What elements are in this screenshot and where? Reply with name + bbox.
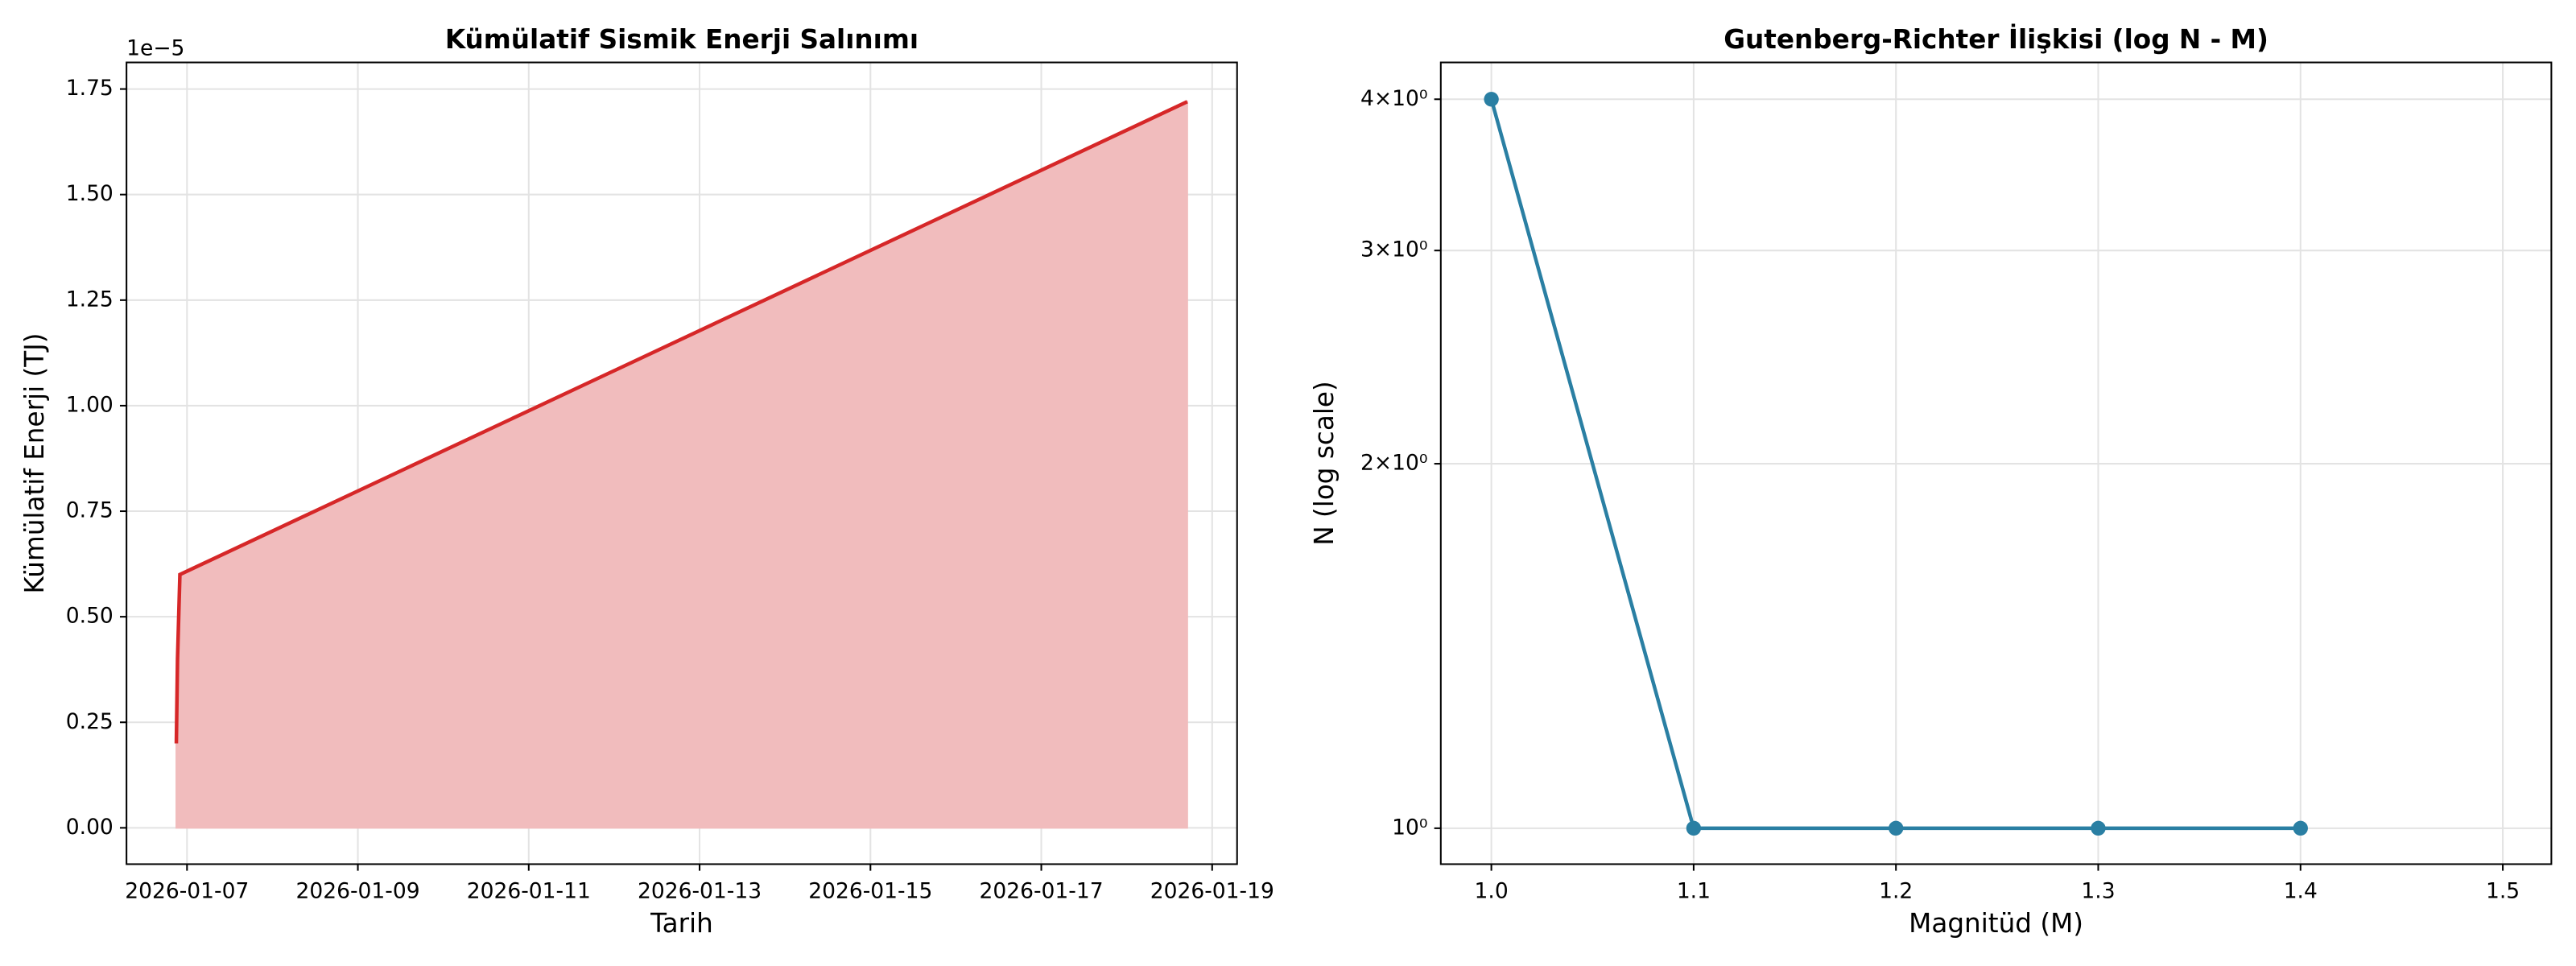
marker bbox=[2293, 820, 2308, 836]
marker bbox=[2091, 820, 2106, 836]
y-tick-label: 0.00 bbox=[66, 815, 114, 840]
marker bbox=[1889, 820, 1904, 836]
y-tick-label: 0.50 bbox=[66, 604, 114, 629]
y-axis-label: Kümülatif Enerji (TJ) bbox=[19, 332, 50, 593]
x-tick-label: 2026-01-13 bbox=[638, 879, 762, 904]
chart-title: Gutenberg-Richter İlişkisi (log N - M) bbox=[1724, 24, 2268, 55]
y-tick-label: 3×10⁰ bbox=[1360, 237, 1427, 262]
chart-title: Kümülatif Sismik Enerji Salınımı bbox=[445, 24, 919, 55]
marker bbox=[1484, 92, 1499, 107]
x-tick-label: 1.3 bbox=[2081, 879, 2115, 904]
y-tick-label: 0.75 bbox=[66, 498, 114, 523]
x-axis-label: Magnitüd (M) bbox=[1909, 908, 2083, 939]
x-tick-label: 2026-01-07 bbox=[125, 879, 249, 904]
x-tick-label: 2026-01-09 bbox=[296, 879, 420, 904]
x-tick-label: 2026-01-19 bbox=[1150, 879, 1274, 904]
y-tick-label: 2×10⁰ bbox=[1360, 451, 1427, 476]
x-tick-label: 2026-01-15 bbox=[808, 879, 932, 904]
x-tick-label: 1.5 bbox=[2486, 879, 2520, 904]
y-tick-label: 1.75 bbox=[66, 76, 114, 101]
y-tick-label: 4×10⁰ bbox=[1360, 86, 1427, 111]
y-tick-label: 1.25 bbox=[66, 287, 114, 312]
y-tick-label: 10⁰ bbox=[1392, 815, 1427, 840]
plot-frame bbox=[126, 61, 1238, 865]
y-axis-label: N (log scale) bbox=[1309, 381, 1340, 546]
x-tick-label: 1.1 bbox=[1677, 879, 1711, 904]
x-axis-label: Tarih bbox=[650, 908, 713, 939]
x-tick-label: 1.4 bbox=[2284, 879, 2318, 904]
area-fill bbox=[175, 100, 1188, 829]
y-tick-label: 0.25 bbox=[66, 709, 114, 734]
y-tick-label: 1.50 bbox=[66, 181, 114, 206]
x-tick-label: 1.2 bbox=[1879, 879, 1913, 904]
y-tick-label: 1.00 bbox=[66, 392, 114, 417]
y-offset-label: 1e−5 bbox=[126, 36, 184, 61]
x-tick-label: 2026-01-17 bbox=[979, 879, 1103, 904]
line bbox=[174, 100, 1188, 744]
plot-frame bbox=[1439, 61, 2553, 865]
x-tick-label: 1.0 bbox=[1475, 879, 1509, 904]
marker bbox=[1686, 820, 1702, 836]
x-tick-label: 2026-01-11 bbox=[467, 879, 591, 904]
